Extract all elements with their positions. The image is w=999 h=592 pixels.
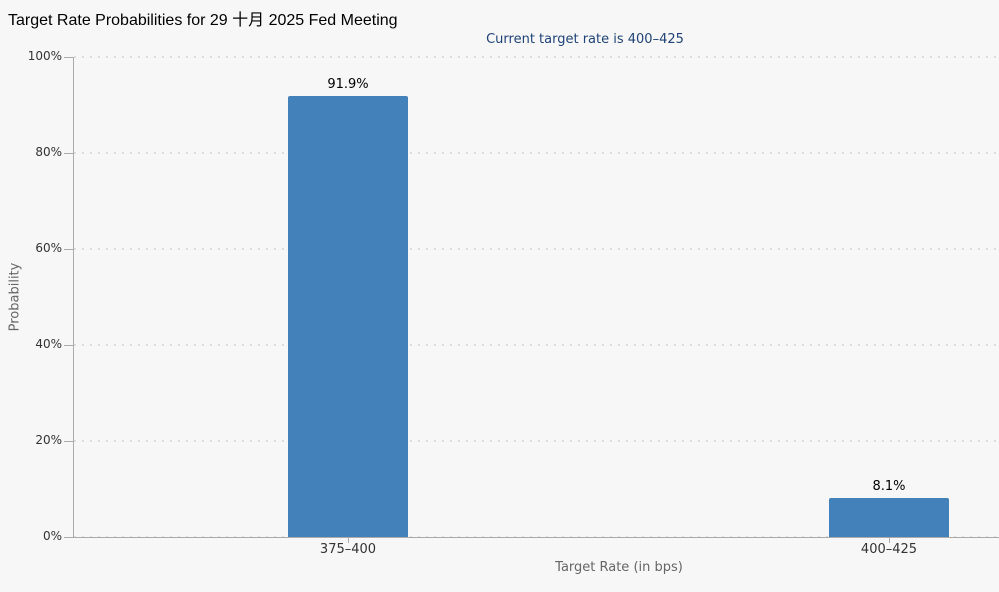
gridline-20% (74, 440, 999, 442)
bar-375–400[interactable] (288, 95, 408, 537)
x-tick-mark (348, 538, 349, 543)
y-tick-mark (64, 57, 73, 58)
y-tick-label: 80% (35, 145, 62, 159)
gridline-60% (74, 248, 999, 250)
bar-value-label-400–425: 8.1% (872, 479, 906, 495)
bar-400–425[interactable] (829, 498, 949, 537)
y-tick-mark (64, 345, 73, 346)
x-axis-line (73, 537, 999, 538)
x-axis-title: Target Rate (in bps) (555, 560, 683, 575)
y-tick-label: 40% (35, 337, 62, 351)
x-category-label-375–400: 375–400 (319, 542, 377, 557)
chart-subtitle: Current target rate is 400–425 (486, 32, 684, 47)
y-tick-mark (64, 153, 73, 154)
chart-title: Target Rate Probabilities for 29 十月 2025… (8, 12, 398, 29)
y-tick-label: 0% (42, 529, 62, 543)
y-tick-mark (64, 537, 73, 538)
y-tick-label: 100% (27, 49, 62, 63)
y-tick-label: 20% (35, 433, 62, 447)
gridline-80% (74, 152, 999, 154)
gridline-100% (74, 56, 999, 58)
y-tick-mark (64, 249, 73, 250)
x-tick-mark (889, 538, 890, 543)
y-axis-title: Probability (7, 262, 23, 332)
x-category-label-400–425: 400–425 (860, 542, 918, 557)
gridline-40% (74, 344, 999, 346)
y-axis-line (73, 57, 74, 537)
y-tick-mark (64, 441, 73, 442)
bar-value-label-375–400: 91.9% (327, 76, 369, 92)
y-tick-label: 60% (35, 241, 62, 255)
